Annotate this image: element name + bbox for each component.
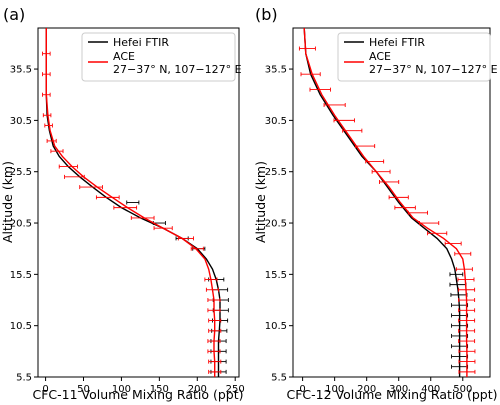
y-tick-label: 25.5 xyxy=(265,167,287,178)
y-tick-label: 10.5 xyxy=(10,321,32,332)
legend: Hefei FTIR ACE 27−37° N, 107−127° E xyxy=(81,32,242,82)
legend-label-hefei: Hefei FTIR xyxy=(113,36,169,49)
x-tick-label: 150 xyxy=(150,384,169,395)
y-axis-label: Altitude (km) xyxy=(253,161,268,243)
series-hefei-ftir xyxy=(303,27,469,377)
series-line xyxy=(303,27,468,377)
x-tick-label: 400 xyxy=(421,384,440,395)
series-ace xyxy=(298,27,476,377)
legend-box xyxy=(337,32,491,82)
y-tick-label: 30.5 xyxy=(10,116,32,127)
x-axis-label: CFC-11 Volume Mixing Ratio (ppt) xyxy=(32,387,243,402)
legend-label-hefei: Hefei FTIR xyxy=(369,36,425,49)
y-tick-label: 25.5 xyxy=(10,167,32,178)
panel-label: (b) xyxy=(255,5,278,24)
x-tick-label: 300 xyxy=(389,384,408,395)
x-tick-label: 0 xyxy=(42,384,48,395)
x-tick-label: 100 xyxy=(112,384,131,395)
x-tick-label: 200 xyxy=(357,384,376,395)
panel-label: (a) xyxy=(3,5,25,24)
y-tick-label: 15.5 xyxy=(265,270,287,281)
y-tick-label: 30.5 xyxy=(265,116,287,127)
y-tick-label: 20.5 xyxy=(265,219,287,230)
series-line xyxy=(45,28,216,377)
series-ace xyxy=(42,28,222,377)
plot-frame xyxy=(37,27,240,378)
panel-b: (b) 0 100 200 300 400 500 5.5 10.5 15.5 20.5 25.5 3… xyxy=(253,5,498,402)
y-tick-label: 20.5 xyxy=(10,219,32,230)
y-tick-label: 5.5 xyxy=(271,373,287,384)
legend-label-ace: ACE 27−37° N, 107−127° E xyxy=(113,50,242,76)
y-tick-label: 5.5 xyxy=(16,373,32,384)
y-tick-label: 35.5 xyxy=(265,65,287,76)
x-tick-label: 500 xyxy=(453,384,472,395)
legend-box xyxy=(81,32,236,82)
x-tick-label: 0 xyxy=(299,384,305,395)
x-tick-label: 100 xyxy=(325,384,344,395)
legend-label-ace: ACE 27−37° N, 107−127° E xyxy=(369,50,498,76)
x-tick-label: 200 xyxy=(188,384,207,395)
x-axis-label: CFC-12 Volume Mixing Ratio (ppt) xyxy=(286,387,497,402)
y-tick-label: 35.5 xyxy=(10,65,32,76)
x-tick-label: 250 xyxy=(226,384,245,395)
series-line xyxy=(303,27,461,377)
y-tick-label: 10.5 xyxy=(265,321,287,332)
y-tick-label: 15.5 xyxy=(10,270,32,281)
panel-a: (a) 0 50 100 150 200 250 5.5 10.5 15.5 20.5 25.5 30… xyxy=(0,5,245,402)
x-tick-label: 50 xyxy=(77,384,90,395)
y-axis-label: Altitude (km) xyxy=(0,161,15,243)
plot-frame xyxy=(292,27,491,378)
legend: Hefei FTIR ACE 27−37° N, 107−127° E xyxy=(337,32,498,82)
